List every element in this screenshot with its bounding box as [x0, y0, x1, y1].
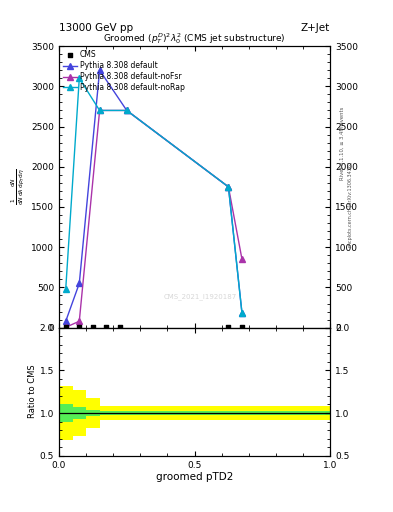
Pythia 8.308 default-noRap: [63, 286, 68, 292]
Pythia 8.308 default-noRap: [226, 184, 231, 190]
Pythia 8.308 default: [63, 318, 68, 324]
Pythia 8.308 default-noFsr: [77, 318, 82, 324]
Pythia 8.308 default: [97, 67, 102, 73]
Pythia 8.308 default-noFsr: [226, 184, 231, 190]
Y-axis label: Ratio to CMS: Ratio to CMS: [28, 365, 37, 418]
Pythia 8.308 default: [226, 184, 231, 190]
CMS: [103, 323, 110, 331]
Pythia 8.308 default: [125, 108, 129, 114]
Pythia 8.308 default-noRap: [97, 108, 102, 114]
Line: Pythia 8.308 default-noRap: Pythia 8.308 default-noRap: [63, 75, 245, 316]
Pythia 8.308 default-noFsr: [63, 324, 68, 330]
Text: mcplots.cern.ch [arXiv:1306.3436]: mcplots.cern.ch [arXiv:1306.3436]: [348, 162, 353, 247]
Pythia 8.308 default: [77, 281, 82, 287]
CMS: [62, 323, 69, 331]
Y-axis label: $\frac{1}{\mathrm{d}N}\frac{\mathrm{d}N}{\mathrm{d}\lambda\,\mathrm{d}p_T\mathrm: $\frac{1}{\mathrm{d}N}\frac{\mathrm{d}N}…: [10, 168, 27, 205]
Text: 13000 GeV pp: 13000 GeV pp: [59, 23, 133, 33]
Pythia 8.308 default-noFsr: [125, 108, 129, 114]
Pythia 8.308 default-noFsr: [240, 256, 244, 262]
Pythia 8.308 default-noRap: [125, 108, 129, 114]
CMS: [239, 323, 245, 331]
Legend: CMS, Pythia 8.308 default, Pythia 8.308 default-noFsr, Pythia 8.308 default-noRa: CMS, Pythia 8.308 default, Pythia 8.308 …: [62, 49, 186, 94]
Pythia 8.308 default: [240, 310, 244, 316]
Text: Z+Jet: Z+Jet: [301, 23, 330, 33]
CMS: [90, 323, 96, 331]
Line: Pythia 8.308 default: Pythia 8.308 default: [63, 68, 245, 324]
Text: CMS_2021_I1920187: CMS_2021_I1920187: [163, 293, 237, 300]
CMS: [117, 323, 123, 331]
Pythia 8.308 default-noRap: [240, 310, 244, 316]
CMS: [76, 323, 83, 331]
Pythia 8.308 default-noFsr: [97, 108, 102, 114]
X-axis label: groomed pTD2: groomed pTD2: [156, 472, 233, 482]
Line: Pythia 8.308 default-noFsr: Pythia 8.308 default-noFsr: [63, 108, 245, 330]
Pythia 8.308 default-noRap: [77, 75, 82, 81]
Text: Rivet 3.1.10, ≥ 3.4M events: Rivet 3.1.10, ≥ 3.4M events: [340, 106, 345, 180]
CMS: [225, 323, 231, 331]
Title: Groomed $(p_T^D)^2\lambda_0^2$ (CMS jet substructure): Groomed $(p_T^D)^2\lambda_0^2$ (CMS jet …: [103, 31, 286, 46]
